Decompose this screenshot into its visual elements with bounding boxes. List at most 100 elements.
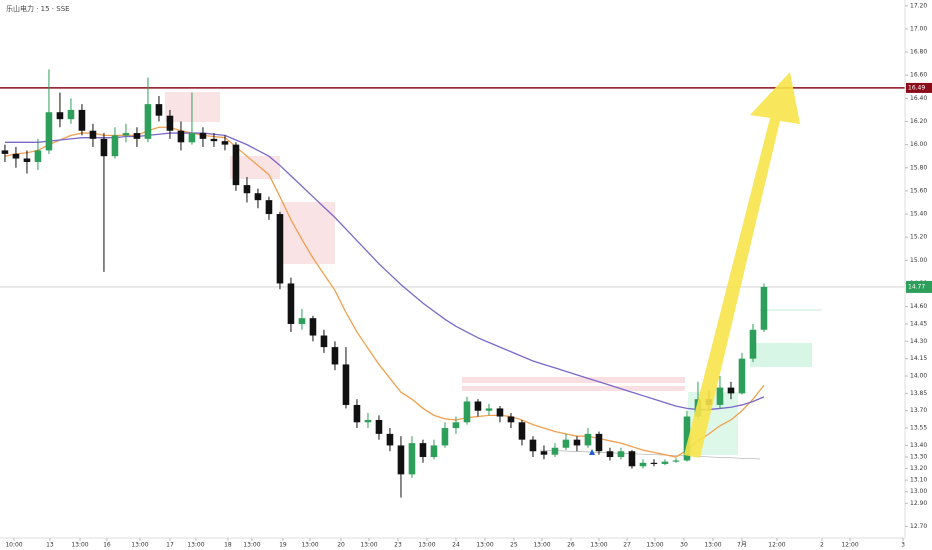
candle-body [177,130,185,143]
candle-body [298,318,306,324]
candle-body [342,364,350,405]
trend-line [539,449,761,460]
y-tick-label: 16.40 [910,95,927,102]
candle-body [133,133,141,139]
x-tick-label: 13:00 [187,542,204,549]
y-tick-label: 13.20 [910,465,927,472]
candle-body [551,447,559,455]
x-tick-label: 25 [510,542,518,549]
x-tick-label: 24 [452,542,460,549]
candle-body [254,193,262,201]
y-tick-label: 16.00 [910,141,927,148]
candle-body [573,439,581,446]
y-tick-label: 16.80 [910,49,927,56]
x-tick-label: 18 [224,542,232,549]
x-tick-label: 7月 [737,542,747,549]
candle-body [738,358,746,394]
candle-body [419,443,427,458]
y-tick-label: 15.20 [910,234,927,241]
y-tick-label: 13.70 [910,407,927,414]
y-tick-label: 13.55 [910,425,927,432]
candle-body [111,135,119,157]
y-tick-label: 13.40 [910,442,927,449]
y-tick-label: 13.85 [910,390,927,397]
candle-body [375,419,383,434]
candle-body [518,422,526,440]
candle-body [12,153,20,159]
candle-body [188,133,196,143]
y-tick-label: 14.45 [910,320,927,327]
zone [280,202,335,264]
zone [462,386,685,391]
moving-average [4,126,765,458]
candle-body [100,138,108,157]
candle-body [441,428,449,446]
candle-body [309,318,317,336]
candle-body [463,401,471,423]
last-price-tag [906,280,932,293]
candle-body [650,462,658,464]
zone [462,377,685,383]
candle-body [166,115,174,131]
y-tick-label: 15.60 [910,187,927,194]
x-tick-label: 13:00 [646,542,663,549]
candle-body [639,462,647,467]
y-tick-label: 13.00 [910,488,927,495]
chart-title: 乐山电力 · 15 · SSE [6,4,70,13]
candle-body [628,451,636,467]
y-tick-label: 17.20 [910,2,927,9]
candle-body [122,133,130,136]
candle-body [540,451,548,455]
y-tick-label: 15.00 [910,257,927,264]
x-tick-label: 23 [394,542,402,549]
candle-body [617,451,625,458]
price-line-tag [906,82,932,93]
candle-body [89,130,97,139]
y-tick-label: 14.60 [910,303,927,310]
x-tick-label: 13 [46,542,54,549]
candle-body [287,283,295,324]
y-tick-label: 13.30 [910,454,927,461]
x-tick-label: 17 [166,542,174,549]
candle-body [34,150,42,162]
x-tick-label: 13:00 [71,542,88,549]
y-tick-label: 13.10 [910,477,927,484]
x-tick-label: 12:00 [768,542,785,549]
y-tick-label: 14.15 [910,355,927,362]
candle-body [507,416,515,423]
y-tick-label: 12.90 [910,500,927,507]
x-tick-label: 13:00 [418,542,435,549]
x-tick-label: 13:00 [243,542,260,549]
candle-body [1,150,9,154]
x-tick-label: 2 [820,542,824,549]
y-tick-label: 16.20 [910,118,927,125]
moving-average [4,132,765,411]
x-tick-label: 13:00 [476,542,493,549]
candle-body [144,104,152,139]
price-line-label: 16.49 [908,84,925,91]
candle-body [529,439,537,452]
candle-body [485,408,493,411]
candle-body [221,141,229,145]
signal-marker [589,449,595,455]
x-tick-label: 10:00 [5,542,22,549]
zone [165,92,220,122]
x-tick-label: 27 [623,542,631,549]
candle-body [232,144,240,186]
x-tick-label: 13:00 [533,542,550,549]
y-tick-label: 14.00 [910,373,927,380]
candle-body [606,451,614,458]
x-tick-label: 26 [567,542,575,549]
candle-body [67,109,75,120]
candle-body [496,408,504,417]
x-tick-label: 13:00 [360,542,377,549]
candle-body [210,138,218,142]
candle-body [320,335,328,348]
candle-body [243,185,251,194]
candle-body [716,387,724,405]
candle-body [265,200,273,215]
x-tick-label: 13:00 [301,542,318,549]
candle-body [408,443,416,475]
candle-body [78,109,86,131]
